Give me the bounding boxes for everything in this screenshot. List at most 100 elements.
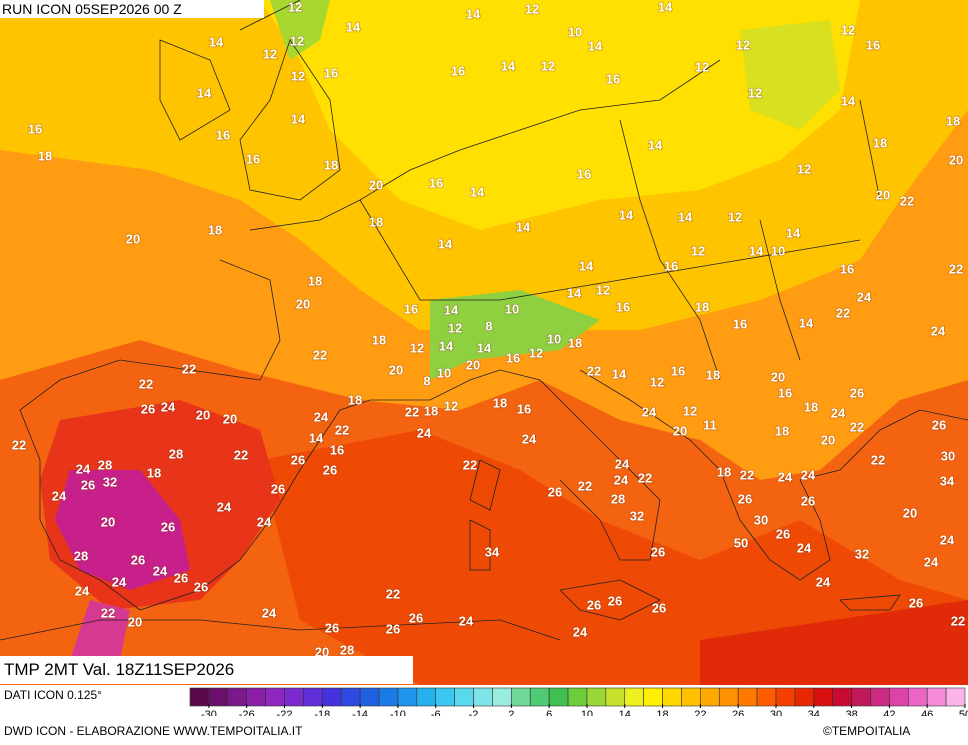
temperature-label: 24 [614,472,629,487]
temperature-label: 26 [652,600,666,615]
colorbar-swatch [359,687,380,707]
temperature-label: 26 [651,544,665,559]
temperature-label: 26 [909,595,923,610]
temperature-label: 22 [587,363,601,378]
colorbar-tick-label: -18 [314,709,330,716]
temperature-label: 20 [876,187,890,202]
temperature-label: 16 [671,363,685,378]
temperature-label: 22 [405,404,419,419]
temperature-label: 16 [506,350,520,365]
temperature-label: 16 [866,37,880,52]
temperature-label: 24 [522,431,537,446]
colorbar-tick-label: -6 [431,709,441,716]
temperature-label: 12 [596,282,610,297]
temperature-label: 20 [389,362,403,377]
temperature-label: 22 [836,305,850,320]
temperature-label: 12 [444,398,458,413]
temperature-label: 26 [141,401,155,416]
temperature-label: 10 [771,243,785,258]
temperature-label: 14 [619,207,634,222]
temperature-label: 24 [797,540,812,555]
temperature-label: 12 [748,85,762,100]
colorbar-swatch [435,687,455,707]
colorbar-tick-label: 6 [546,709,552,716]
temperature-label: 12 [541,58,555,73]
colorbar-swatch [284,687,304,707]
temperature-label: 18 [208,222,222,237]
temperature-label: 22 [182,361,196,376]
temperature-label: 28 [611,491,625,506]
temperature-label: 16 [517,401,531,416]
temperature-label: 20 [296,296,310,311]
run-header: RUN ICON 05SEP2026 00 Z [0,0,264,18]
temperature-label: 16 [451,63,465,78]
colorbar-swatch [813,687,833,707]
temperature-label: 18 [775,423,789,438]
temp-zone [260,430,968,685]
colorbar-swatch [454,687,474,707]
temperature-label: 24 [831,405,846,420]
colorbar-swatch [832,687,852,707]
temperature-label: 24 [459,613,474,628]
colorbar-swatch [378,687,399,707]
temperature-label: 24 [75,583,90,598]
temperature-label: 14 [799,315,814,330]
temperature-label: 16 [404,301,418,316]
colorbar-swatch [322,687,342,707]
temperature-label: 20 [821,432,835,447]
temperature-label: 22 [900,193,914,208]
temperature-label: 16 [429,175,443,190]
temperature-label: 14 [346,19,361,34]
temperature-label: 12 [841,22,855,37]
temperature-label: 16 [246,151,260,166]
temperature-label: 12 [410,340,424,355]
temperature-label: 32 [855,546,869,561]
temperature-label: 20 [128,614,142,629]
temperature-label: 28 [98,457,112,472]
colorbar-swatch [945,687,966,707]
colorbar-swatch [492,687,512,707]
colorbar-tick-label: 34 [808,709,820,716]
temperature-label: 16 [577,166,591,181]
colorbar-swatch [681,687,701,707]
temperature-label: 24 [257,514,272,529]
temperature-label: 14 [439,338,454,353]
colorbar-swatch [718,687,739,707]
temperature-label: 24 [573,624,588,639]
temperature-label: 26 [738,491,752,506]
temperature-label: 26 [932,417,946,432]
colorbar-tick-label: -10 [390,709,406,716]
colorbar-swatch [775,687,796,707]
temperature-label: 26 [548,484,562,499]
temperature-label: 24 [642,404,657,419]
temperature-label: 16 [664,258,678,273]
temperature-label: 12 [290,33,304,48]
temperature-label: 22 [12,437,26,452]
temperature-label: 26 [608,593,622,608]
temperature-label: 18 [324,157,338,172]
temperature-label: 16 [606,71,620,86]
temperature-label: 18 [946,113,960,128]
temperature-label: 18 [706,367,720,382]
temperature-label: 20 [101,514,115,529]
temperature-label: 8 [485,318,492,333]
temperature-label: 26 [81,477,95,492]
temperature-label: 22 [949,261,963,276]
temperature-label: 22 [951,613,965,628]
temperature-label: 18 [804,399,818,414]
temperature-label: 34 [485,544,500,559]
temperature-label: 20 [771,369,785,384]
temperature-label: 12 [797,161,811,176]
temperature-label: 11 [703,417,717,432]
colorbar-swatch [851,687,871,707]
colorbar-swatch [529,687,550,707]
temperature-label: 12 [291,68,305,83]
temperature-label: 20 [903,505,917,520]
temperature-label: 22 [139,376,153,391]
temperature-label: 22 [740,467,754,482]
temperature-label: 14 [477,340,492,355]
temperature-label: 24 [161,399,176,414]
colorbar-swatch [397,687,418,707]
temperature-label: 12 [683,403,697,418]
